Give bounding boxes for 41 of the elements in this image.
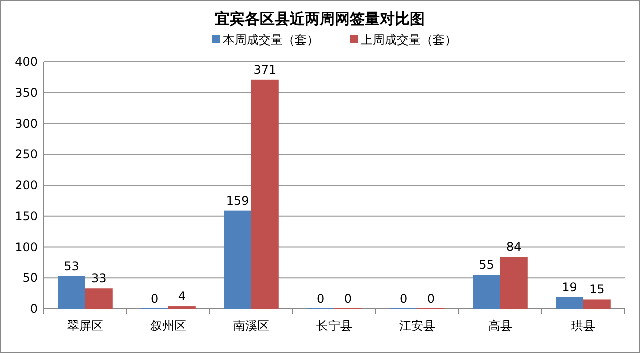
bar [224,210,252,309]
x-tick-label: 叙州区 [150,319,186,333]
y-tick-label: 0 [30,302,38,316]
y-tick-label: 350 [15,86,38,100]
y-tick-label: 250 [15,148,38,162]
data-label: 0 [427,292,436,306]
y-tick-label: 200 [15,178,38,192]
x-tick-label: 江安县 [400,319,436,333]
data-label: 55 [479,258,494,272]
data-label: 15 [590,282,605,297]
data-label: 0 [344,292,352,306]
bar [58,276,86,309]
data-label: 371 [254,62,277,77]
data-label: 33 [92,272,107,286]
bar [86,288,113,309]
bar [473,275,500,309]
x-tick-label: 长宁县 [316,319,352,333]
data-label: 159 [226,194,250,208]
legend-label: 本周成交量（套） [223,33,319,47]
y-tick-label: 150 [15,209,38,224]
chart-title: 宜宾各区县近两周网签量对比图 [215,10,425,28]
x-tick-label: 珙县 [572,319,596,333]
x-tick-label: 翠屏区 [68,319,104,333]
data-label: 0 [316,292,325,306]
bar [584,300,611,309]
y-tick-label: 300 [15,116,38,131]
data-label: 84 [506,240,522,254]
data-label: 0 [150,292,159,306]
x-tick-label: 南溪区 [234,319,270,333]
x-tick-label: 高县 [488,319,512,333]
data-label: 19 [562,280,578,294]
y-tick-label: 50 [22,271,38,286]
data-label: 53 [64,259,80,274]
bar [556,297,584,309]
data-label: 4 [178,290,186,304]
y-tick-label: 100 [15,240,38,254]
y-tick-label: 400 [15,55,38,69]
bar [252,80,279,309]
legend-label: 上周成交量（套） [361,33,457,47]
bar [500,257,528,309]
data-label: 0 [400,292,408,306]
